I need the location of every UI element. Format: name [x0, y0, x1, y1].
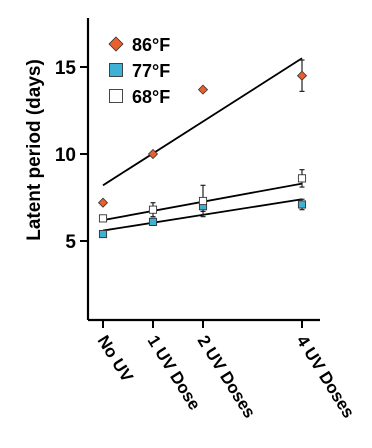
legend-marker-0 — [108, 36, 124, 52]
point-0-1 — [147, 148, 159, 160]
point-2-0 — [98, 214, 108, 223]
point-2-3 — [297, 174, 307, 183]
y-tick-label-15: 15 — [55, 58, 77, 79]
data-points — [97, 70, 308, 239]
fit-line-0 — [102, 57, 303, 187]
x-tick-label-2: 2 UV Doses — [194, 332, 260, 421]
point-0-3 — [296, 70, 308, 81]
x-tick-label-3: 4 UV Doses — [293, 332, 359, 421]
legend-label-1: 77°F — [132, 61, 170, 81]
legend-marker-2 — [109, 89, 123, 103]
legend-marker-1 — [109, 63, 123, 77]
y-tick-label-5: 5 — [65, 232, 76, 253]
legend-label-0: 86°F — [132, 35, 170, 55]
point-1-1 — [148, 217, 158, 226]
legend: 86°F 77°F 68°F — [108, 35, 170, 107]
error-bars — [150, 59, 305, 226]
point-2-1 — [148, 205, 158, 214]
point-2-2 — [198, 196, 208, 206]
y-axis-label: Latent period (days) — [24, 59, 45, 241]
legend-label-2: 68°F — [132, 87, 170, 107]
x-tick-label-0: No UV — [94, 332, 137, 386]
point-0-2 — [197, 84, 209, 95]
y-ticks: 5 10 15 — [55, 58, 88, 253]
y-tick-label-10: 10 — [55, 145, 76, 166]
point-0-0 — [97, 197, 109, 208]
point-1-0 — [98, 229, 108, 239]
point-1-3 — [297, 200, 307, 209]
